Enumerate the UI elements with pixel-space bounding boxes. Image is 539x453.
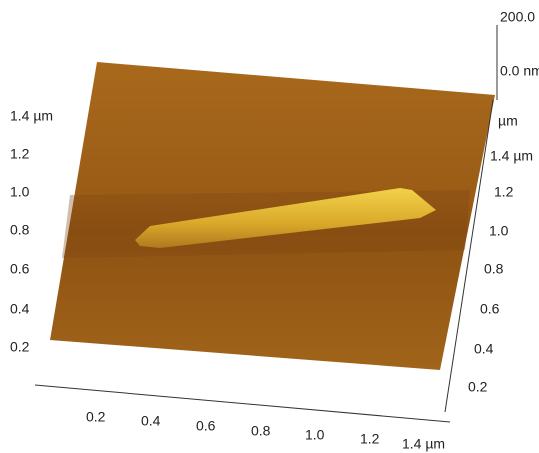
left-tick: 0.6 xyxy=(10,261,30,277)
z-min: 0.0 nm xyxy=(500,63,539,79)
right-tick: 1.4 µm xyxy=(490,148,533,164)
right-tick: 0.8 xyxy=(484,261,504,277)
right-tick: 0.4 xyxy=(474,341,494,357)
bottom-tick: 0.6 xyxy=(196,418,216,434)
afm-view: 200.0 0.0 nm 0.2 0.4 0.6 0.8 1.0 1.2 1.4… xyxy=(0,0,539,453)
left-tick: 1.2 xyxy=(10,146,30,162)
right-tick: 1.2 xyxy=(494,184,514,200)
z-max: 200.0 xyxy=(500,9,535,25)
left-tick: 1.4 µm xyxy=(10,108,53,124)
left-tick: 0.8 xyxy=(10,222,30,238)
bottom-tick: 0.4 xyxy=(141,413,161,429)
left-tick: 0.4 xyxy=(10,301,30,317)
left-tick: 1.0 xyxy=(10,184,30,200)
bottom-tick: 1.2 xyxy=(360,431,380,447)
right-tick: 0.2 xyxy=(468,379,488,395)
right-unit: µm xyxy=(498,113,518,129)
bottom-tick: 1.4 µm xyxy=(402,436,445,452)
right-tick: 1.0 xyxy=(489,223,509,239)
bottom-tick: 0.8 xyxy=(251,423,271,439)
bottom-tick: 0.2 xyxy=(86,409,106,425)
bottom-tick: 1.0 xyxy=(305,427,325,443)
left-tick: 0.2 xyxy=(10,339,30,355)
right-tick: 0.6 xyxy=(480,301,500,317)
